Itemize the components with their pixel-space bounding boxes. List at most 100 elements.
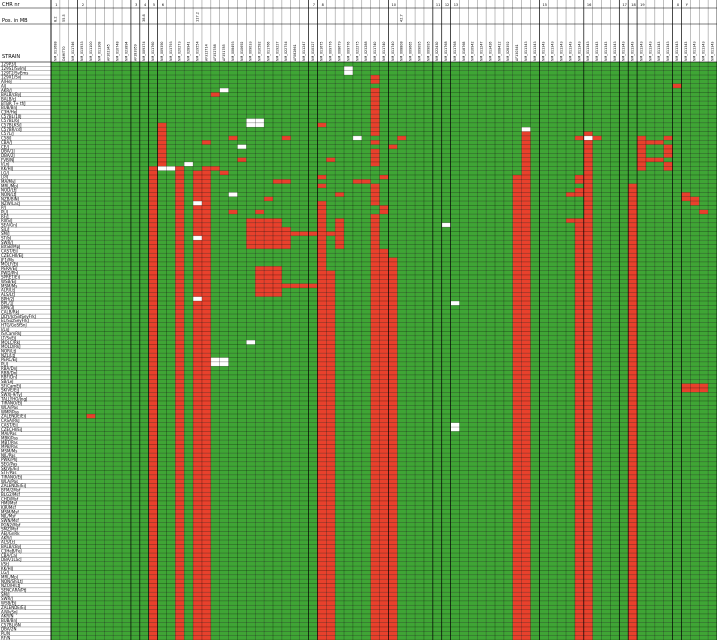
heatmap-cell [699, 257, 709, 262]
heatmap-cell [51, 335, 60, 341]
heatmap-cell [59, 296, 69, 302]
heatmap-cell [290, 201, 300, 206]
heatmap-cell [299, 183, 309, 189]
heatmap-cell [290, 227, 300, 232]
heatmap-cell [281, 62, 291, 67]
heatmap-cell [68, 331, 78, 336]
heatmap-cell [255, 235, 265, 241]
pos-label: Pos. in MB [2, 18, 28, 24]
heatmap-cell [335, 109, 345, 115]
heatmap-cell [59, 209, 69, 215]
heatmap-cell [130, 183, 140, 189]
heatmap-cell [139, 88, 149, 93]
heatmap-cell [548, 75, 558, 80]
heatmap-cell [566, 105, 575, 110]
heatmap-cell [495, 222, 504, 228]
heatmap-cell [610, 205, 620, 210]
strain-label: NZL/LtJ [1, 353, 15, 358]
heatmap-cell [397, 301, 407, 306]
heatmap-cell [299, 296, 309, 302]
heatmap-cell [335, 253, 345, 258]
heatmap-cell [690, 135, 700, 141]
heatmap-cell [423, 92, 433, 97]
heatmap-cell [645, 248, 655, 254]
heatmap-cell [708, 222, 717, 228]
heatmap-cell [317, 122, 327, 128]
heatmap-cell [468, 314, 478, 319]
heatmap-cell [264, 140, 274, 145]
heatmap-cell [317, 318, 327, 323]
heatmap-cell [432, 170, 442, 176]
heatmap-cell [157, 92, 167, 97]
heatmap-cell [352, 122, 362, 128]
heatmap-cell [548, 192, 558, 197]
heatmap-cell [379, 205, 389, 210]
heatmap-cell [166, 135, 176, 141]
heatmap-cell [619, 227, 629, 232]
heatmap-cell [663, 309, 673, 315]
heatmap-cell [157, 62, 167, 67]
heatmap-cell [530, 257, 540, 262]
heatmap-cell [637, 83, 647, 89]
strain-label: BPH/2J [1, 296, 14, 301]
heatmap-cell [219, 83, 229, 89]
heatmap-cell [210, 244, 220, 249]
heatmap-cell [512, 88, 522, 93]
heatmap-cell [645, 114, 655, 119]
heatmap-cell [139, 148, 149, 154]
heatmap-cell [335, 209, 345, 215]
heatmap-cell [344, 327, 353, 332]
heatmap-cell [175, 122, 185, 128]
heatmap-cell [432, 240, 442, 245]
heatmap-cell [601, 88, 611, 93]
heatmap-cell [521, 148, 531, 154]
heatmap-cell [255, 296, 265, 302]
heatmap-cell [77, 331, 87, 336]
heatmap-cell [51, 244, 60, 249]
heatmap-cell [51, 309, 60, 315]
heatmap-cell [228, 292, 238, 297]
heatmap-cell [450, 253, 460, 258]
heatmap-cell [406, 140, 416, 145]
heatmap-cell [477, 318, 487, 323]
heatmap-cell [326, 118, 336, 123]
heatmap-cell [521, 218, 531, 223]
heatmap-cell [51, 70, 60, 76]
heatmap-cell [139, 66, 149, 71]
heatmap-cell [344, 274, 353, 280]
heatmap-cell [610, 318, 620, 323]
heatmap-cell [388, 301, 398, 306]
heatmap-cell [246, 144, 256, 149]
heatmap-cell [699, 66, 709, 71]
heatmap-cell [441, 131, 451, 136]
heatmap-cell [95, 114, 105, 119]
heatmap-cell [370, 205, 380, 210]
heatmap-cell [645, 148, 655, 154]
heatmap-cell [104, 270, 114, 275]
strain-label: TIRANO/EiJ [0, 401, 22, 406]
heatmap-cell [104, 261, 114, 267]
heatmap-cell [503, 222, 513, 228]
heatmap-cell [201, 170, 211, 176]
heatmap-cell [157, 131, 167, 136]
heatmap-cell [104, 109, 114, 115]
heatmap-cell [423, 235, 433, 241]
heatmap-cell [308, 244, 318, 249]
heatmap-cell [423, 283, 433, 289]
heatmap-cell [512, 292, 522, 297]
heatmap-cell [423, 296, 433, 302]
heatmap-cell [219, 75, 229, 80]
heatmap-cell [530, 179, 540, 184]
heatmap-cell [708, 148, 717, 154]
heatmap-cell [335, 287, 345, 293]
heatmap-cell [228, 309, 238, 315]
heatmap-cell [459, 296, 469, 302]
heatmap-cell [423, 201, 433, 206]
heatmap-cell [539, 292, 549, 297]
heatmap-cell [317, 66, 327, 71]
heatmap-cell [423, 279, 433, 284]
heatmap-cell [68, 109, 78, 115]
heatmap-cell [59, 118, 69, 123]
heatmap-cell [130, 114, 140, 119]
heatmap-cell [415, 218, 425, 223]
